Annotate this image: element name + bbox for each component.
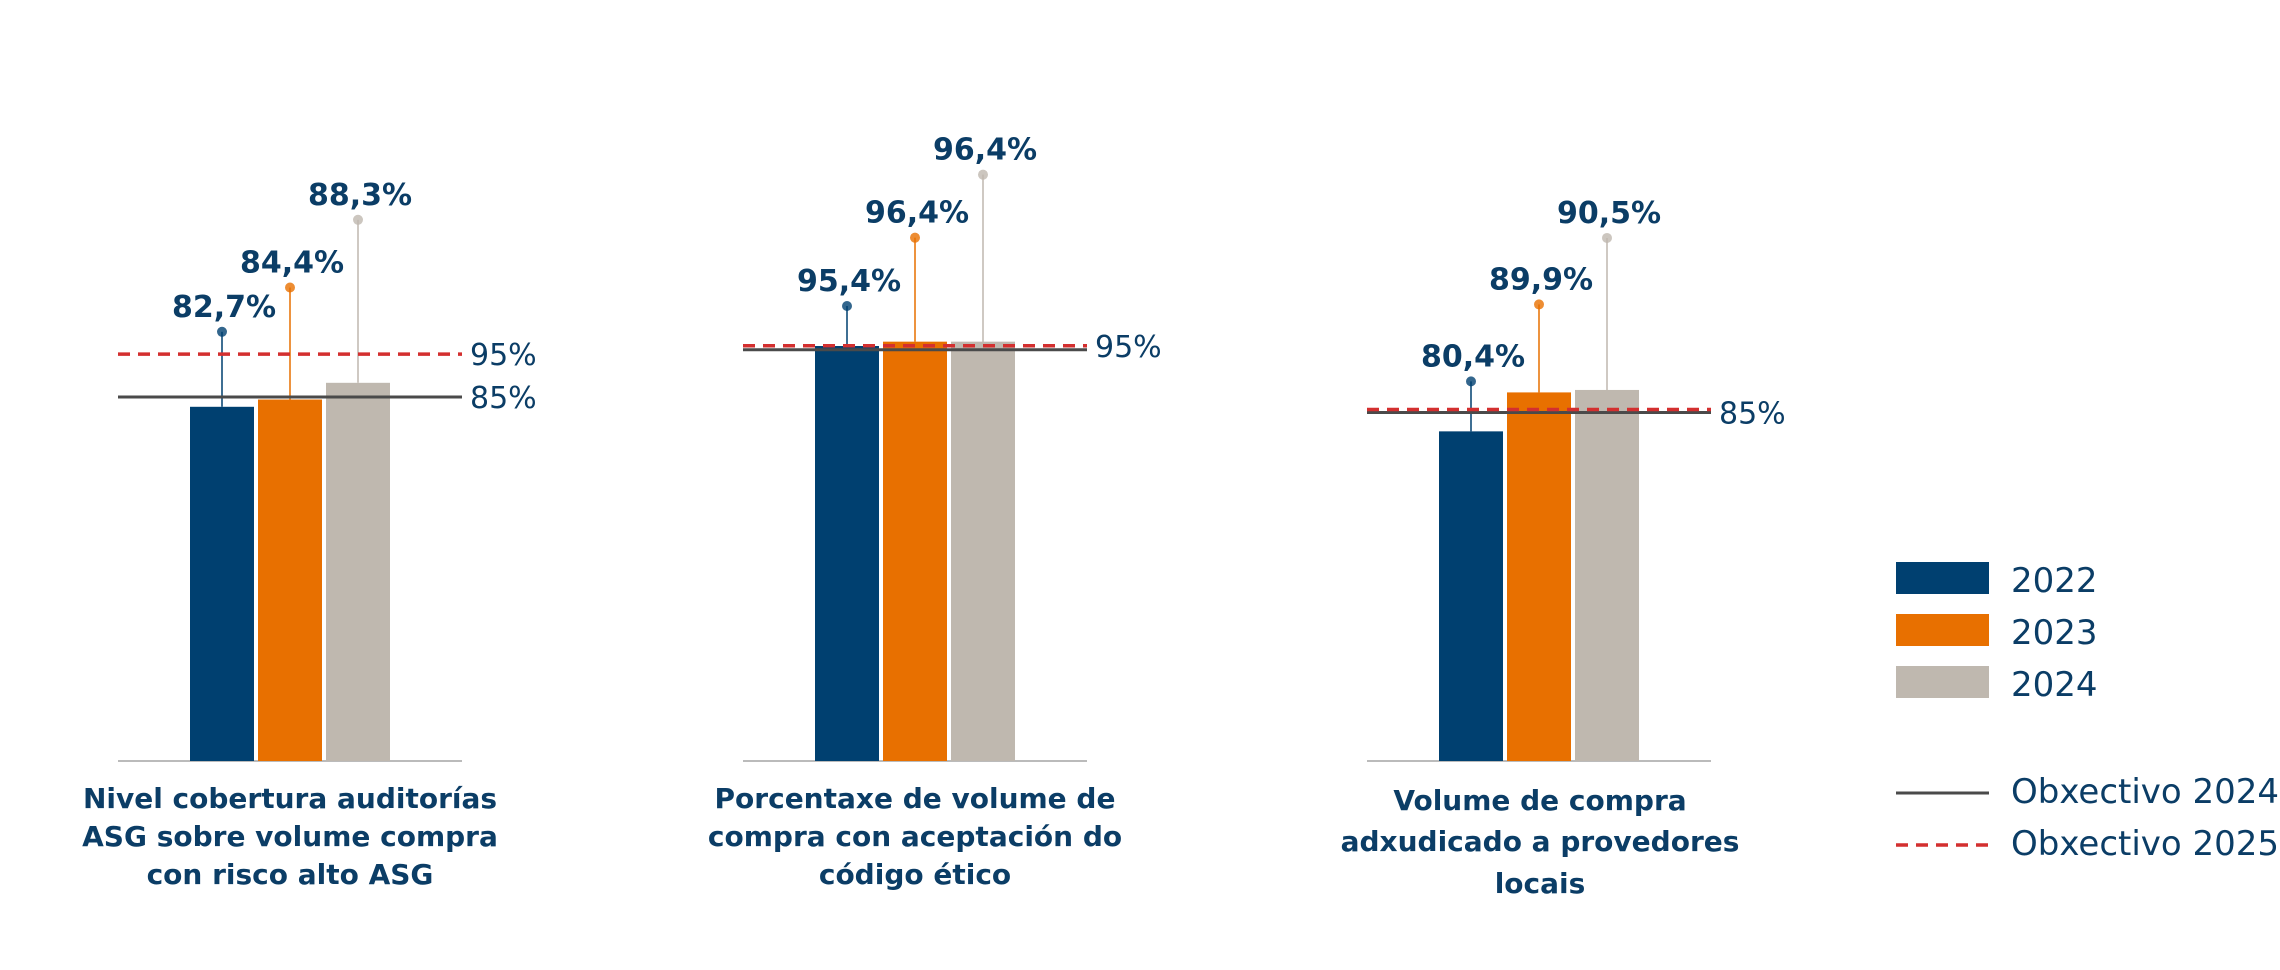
value-label: 90,5% bbox=[1557, 196, 1661, 231]
category-label: compra con aceptación do bbox=[708, 820, 1122, 853]
value-dot bbox=[1534, 299, 1544, 310]
target-2025-label: 95% bbox=[470, 338, 537, 373]
target-2024-label: 85% bbox=[470, 381, 537, 416]
value-label: 96,4% bbox=[933, 133, 1037, 168]
value-label: 80,4% bbox=[1421, 339, 1525, 374]
value-dot bbox=[910, 232, 920, 243]
category-label: con risco alto ASG bbox=[147, 858, 434, 891]
value-dot bbox=[1602, 232, 1612, 243]
category-label: locais bbox=[1495, 867, 1586, 900]
value-dot bbox=[978, 169, 988, 180]
bar bbox=[815, 346, 879, 761]
bar bbox=[326, 382, 390, 761]
category-label: código ético bbox=[819, 858, 1011, 891]
legend-label: 2024 bbox=[2011, 665, 2098, 705]
value-label: 84,4% bbox=[240, 246, 344, 281]
legend-label: Obxectivo 2025 bbox=[2011, 824, 2279, 864]
category-label: Nivel cobertura auditorías bbox=[83, 782, 497, 815]
bar bbox=[1439, 431, 1503, 761]
bar bbox=[1507, 392, 1571, 761]
legend-swatch bbox=[1896, 614, 1989, 646]
value-dot bbox=[842, 301, 852, 312]
value-label: 89,9% bbox=[1489, 262, 1593, 297]
bar bbox=[883, 341, 947, 761]
category-label: ASG sobre volume compra bbox=[82, 820, 498, 853]
legend-label: 2023 bbox=[2011, 613, 2098, 653]
bar bbox=[1575, 389, 1639, 761]
legend-swatch bbox=[1896, 562, 1989, 594]
value-label: 95,4% bbox=[797, 264, 901, 299]
category-label: Porcentaxe de volume de bbox=[715, 782, 1116, 815]
category-label: adxudicado a provedores bbox=[1341, 825, 1740, 858]
value-label: 82,7% bbox=[172, 290, 276, 325]
value-dot bbox=[285, 282, 295, 293]
category-label: Volume de compra bbox=[1393, 784, 1686, 817]
value-dot bbox=[1466, 376, 1476, 387]
target-2024-label: 85% bbox=[1719, 397, 1786, 432]
target-2025-label: 95% bbox=[1095, 330, 1162, 365]
bar bbox=[258, 399, 322, 761]
value-label: 96,4% bbox=[865, 196, 969, 231]
bar bbox=[951, 341, 1015, 761]
value-dot bbox=[217, 326, 227, 337]
legend-swatch bbox=[1896, 666, 1989, 698]
legend-label: Obxectivo 2024 bbox=[2011, 772, 2279, 812]
value-dot bbox=[353, 214, 363, 225]
legend-label: 2022 bbox=[2011, 561, 2098, 601]
bar bbox=[190, 406, 254, 761]
value-label: 88,3% bbox=[308, 178, 412, 213]
